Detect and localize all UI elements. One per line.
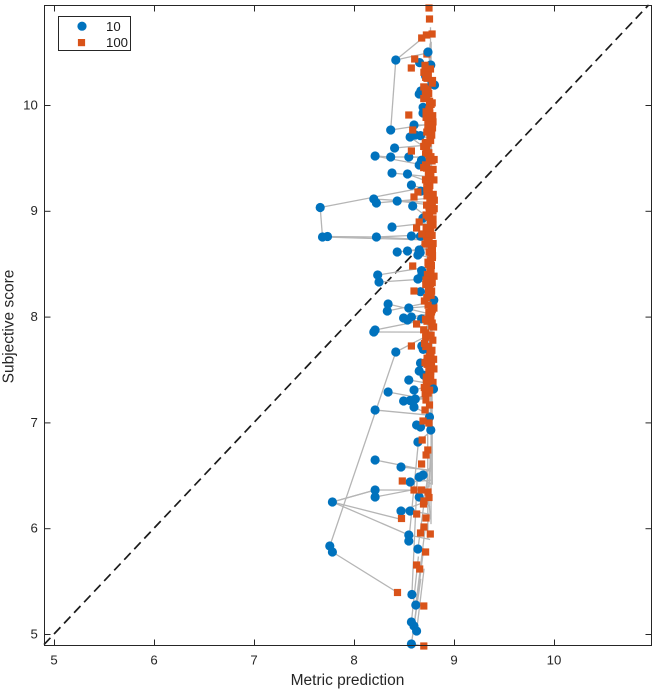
svg-text:6: 6 [150, 653, 157, 668]
svg-text:10: 10 [23, 97, 38, 112]
svg-text:100: 100 [106, 35, 128, 50]
svg-text:8: 8 [30, 309, 37, 324]
svg-text:9: 9 [450, 653, 457, 668]
svg-text:9: 9 [30, 203, 37, 218]
svg-text:5: 5 [30, 626, 37, 641]
svg-text:10: 10 [106, 19, 121, 34]
svg-text:8: 8 [350, 653, 357, 668]
svg-text:7: 7 [250, 653, 257, 668]
svg-text:5: 5 [50, 653, 57, 668]
svg-text:Metric prediction: Metric prediction [291, 672, 405, 689]
svg-text:10: 10 [547, 653, 562, 668]
svg-text:Subjective score: Subjective score [0, 270, 17, 384]
svg-text:7: 7 [30, 415, 37, 430]
svg-text:6: 6 [30, 521, 37, 536]
